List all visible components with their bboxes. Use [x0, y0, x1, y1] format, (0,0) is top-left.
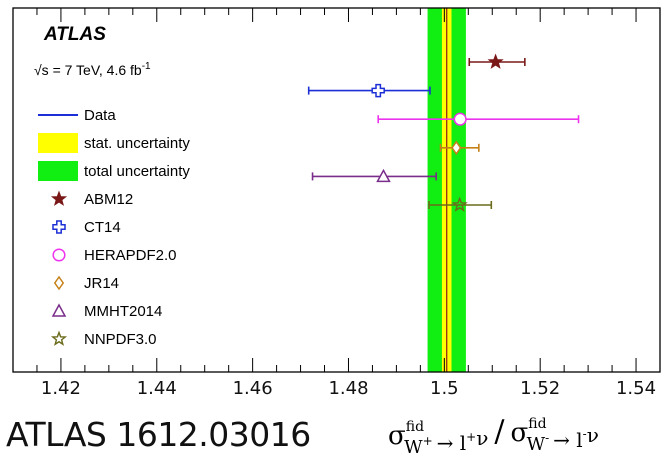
x-tick-label: 1.52	[520, 378, 560, 399]
legend-marker-mmht2014	[51, 303, 67, 317]
legend-marker-abm12	[50, 190, 68, 206]
legend-label-herapdf2-0: HERAPDF2.0	[84, 247, 177, 264]
x-tick-label: 1.44	[137, 378, 177, 399]
series-herapdf2-0	[377, 112, 580, 126]
legend-marker-herapdf2-0	[52, 248, 66, 262]
chart-subtitle: √s = 7 TeV, 4.6 fb-1	[34, 61, 151, 78]
legend-label-ct14: CT14	[84, 219, 121, 236]
data-point-herapdf2-0	[453, 112, 467, 126]
legend-marker-nnpdf3-0	[50, 330, 68, 346]
plot-frame	[12, 7, 661, 373]
series-mmht2014	[311, 168, 437, 183]
legend-marker-jr14	[53, 275, 65, 291]
legend-swatch-stat-uncertainty	[38, 133, 78, 153]
chart-title: ATLAS	[43, 24, 106, 45]
legend-marker-ct14	[52, 220, 66, 234]
x-tick-label: 1.46	[233, 378, 273, 399]
series-abm12	[468, 53, 526, 69]
x-tick-label: 1.54	[616, 378, 656, 399]
source-reference: ATLAS 1612.03016	[6, 415, 311, 454]
legend-label-jr14: JR14	[84, 275, 119, 292]
legend-swatch-total-uncertainty	[38, 161, 78, 181]
data-point-ct14	[371, 83, 385, 98]
legend-label-mmht2014: MMHT2014	[84, 303, 162, 320]
x-tick-label: 1.42	[41, 378, 81, 399]
series-nnpdf3-0	[428, 196, 493, 212]
legend-label-nnpdf3-0: NNPDF3.0	[84, 331, 157, 348]
data-point-abm12	[487, 53, 504, 69]
x-axis-label: σfid W+ → l+ν / σfid W- → l-ν	[388, 414, 599, 455]
data-point-mmht2014	[376, 168, 391, 183]
legend-label-stat-uncertainty: stat. uncertainty	[84, 135, 190, 152]
legend-label-total-uncertainty: total uncertainty	[84, 163, 190, 180]
series-ct14	[307, 83, 431, 98]
series-jr14	[439, 140, 480, 156]
data-point-nnpdf3-0	[451, 196, 468, 212]
legend-label-data: Data	[84, 107, 116, 124]
legend-label-abm12: ABM12	[84, 191, 133, 208]
data-point-jr14	[451, 140, 462, 156]
x-tick-label: 1.5	[430, 378, 459, 399]
x-tick-label: 1.48	[328, 378, 368, 399]
